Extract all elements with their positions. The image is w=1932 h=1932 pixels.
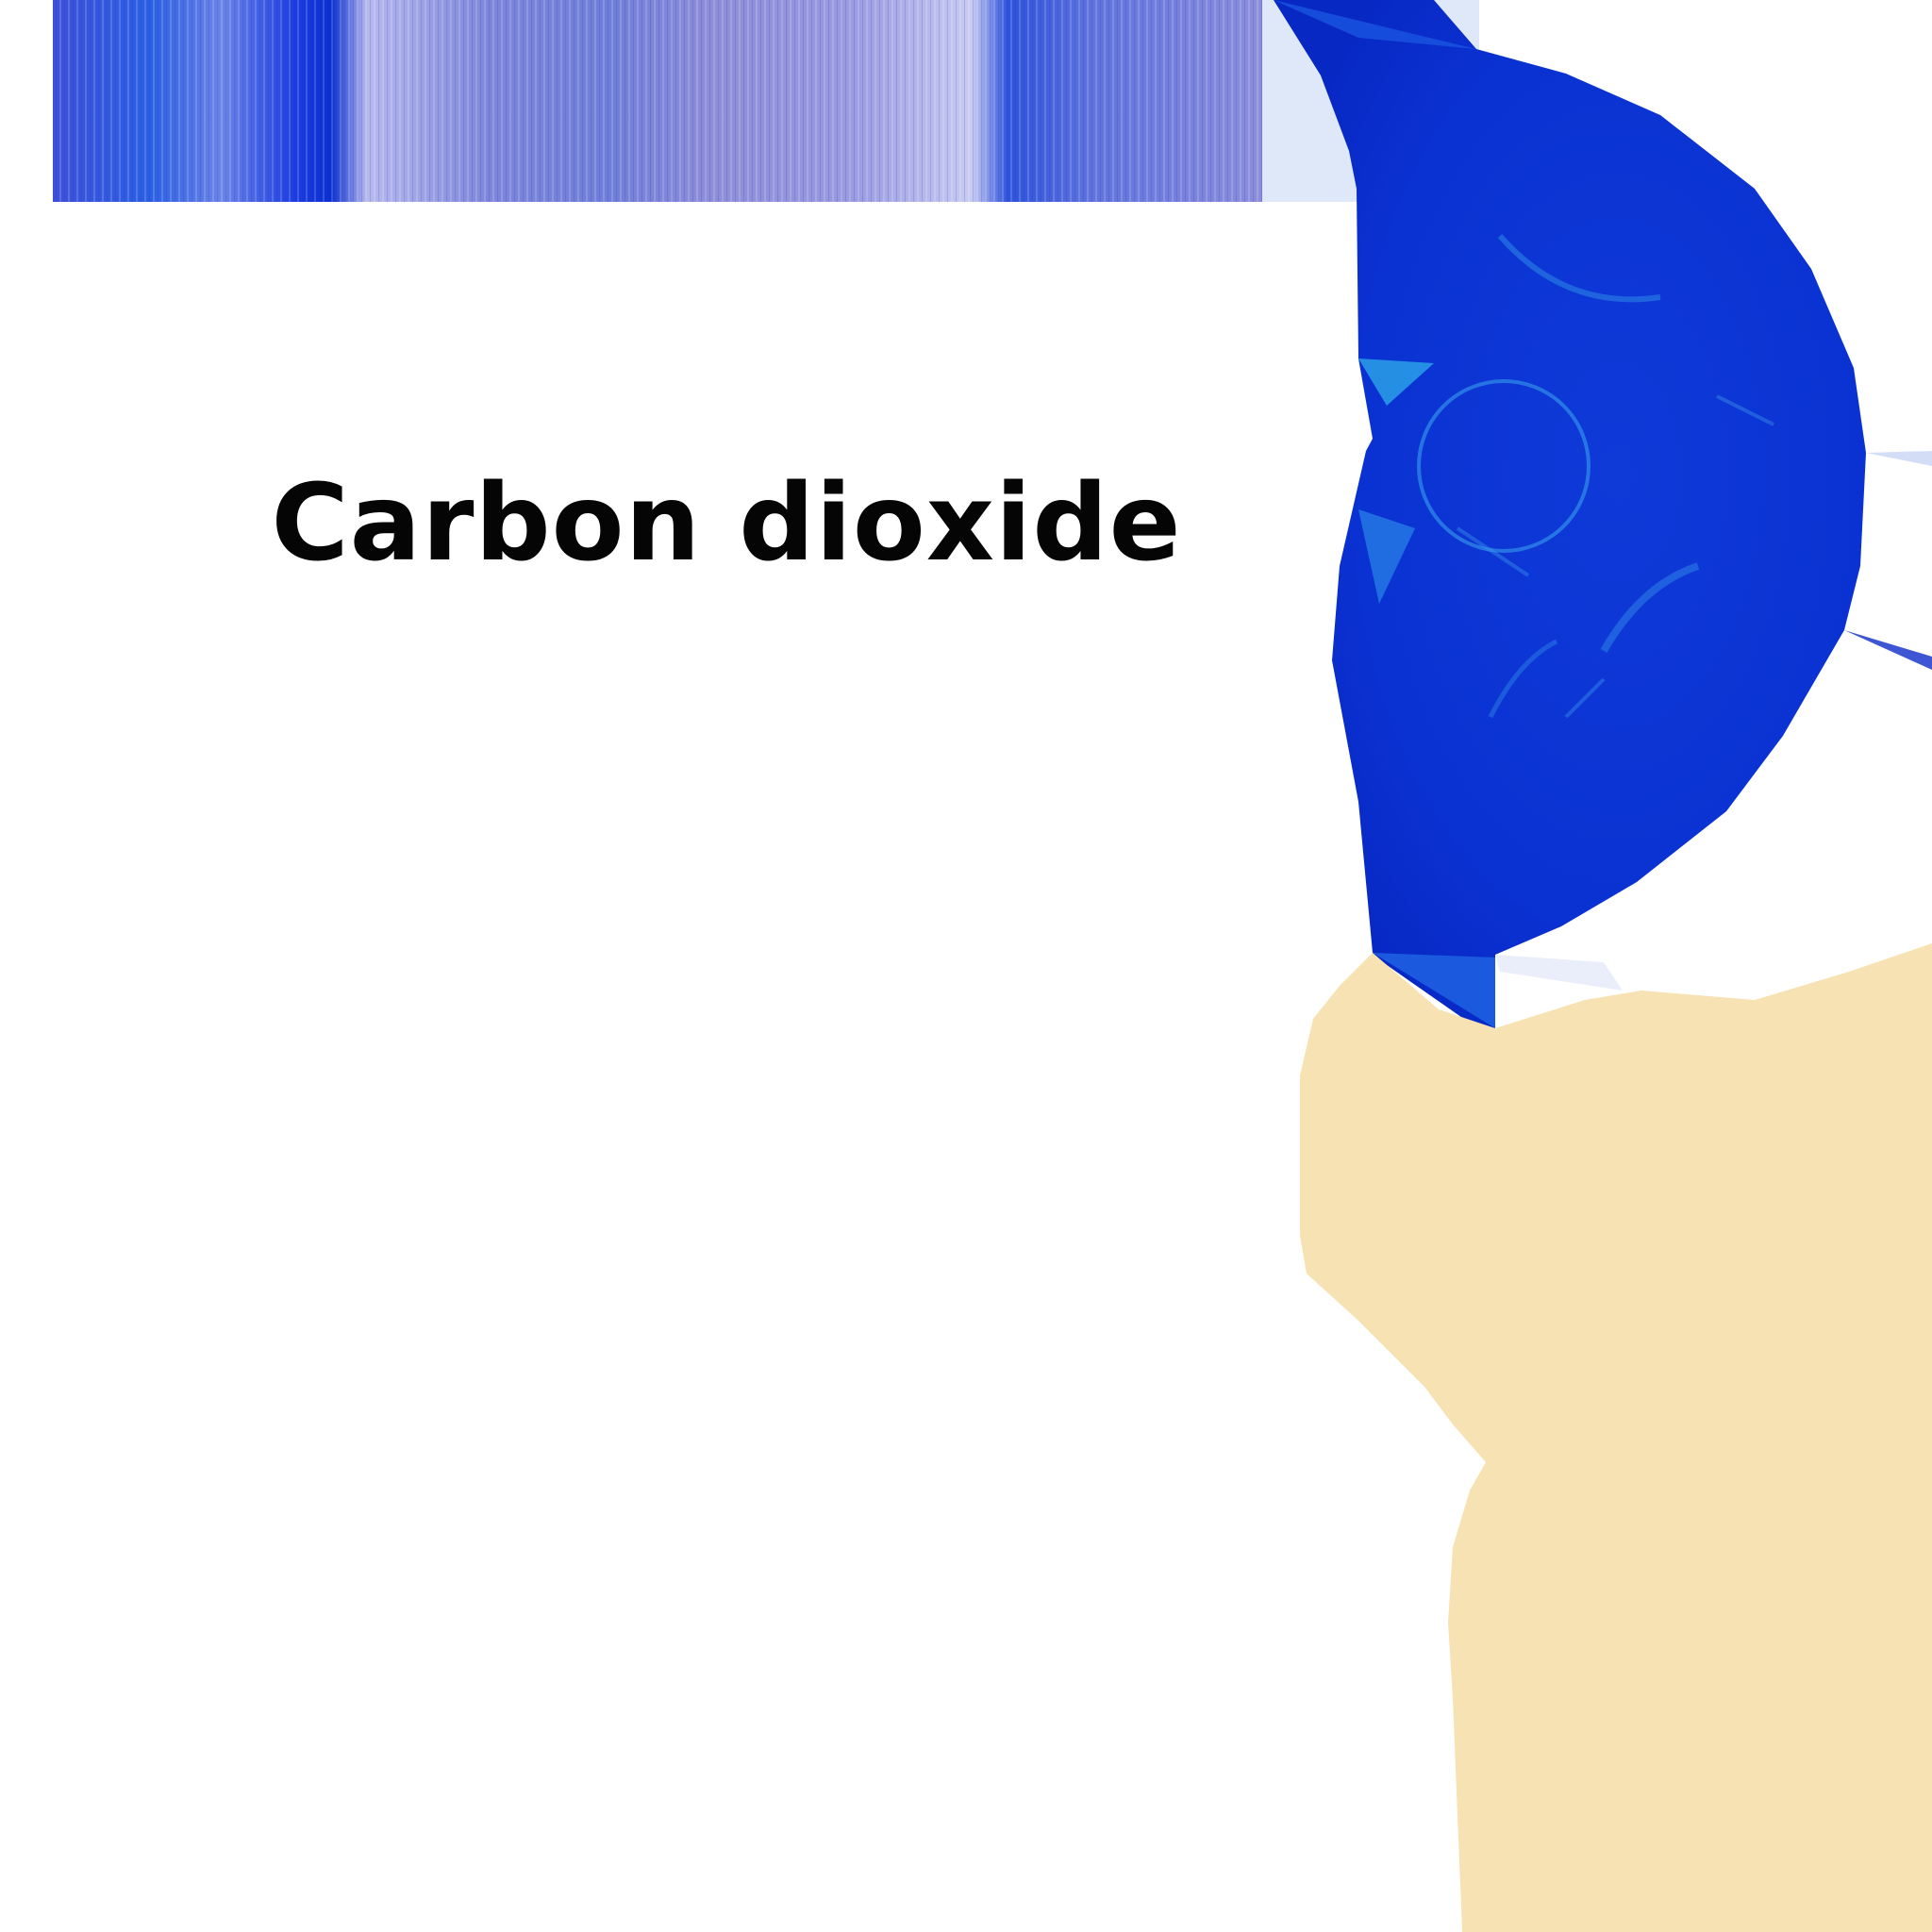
beige-shape — [1300, 943, 1932, 1932]
top-stripe-band — [53, 0, 1479, 202]
blue-sphere — [1274, 0, 1932, 1028]
carbon-dioxide-label: Carbon dioxide — [271, 462, 1182, 585]
